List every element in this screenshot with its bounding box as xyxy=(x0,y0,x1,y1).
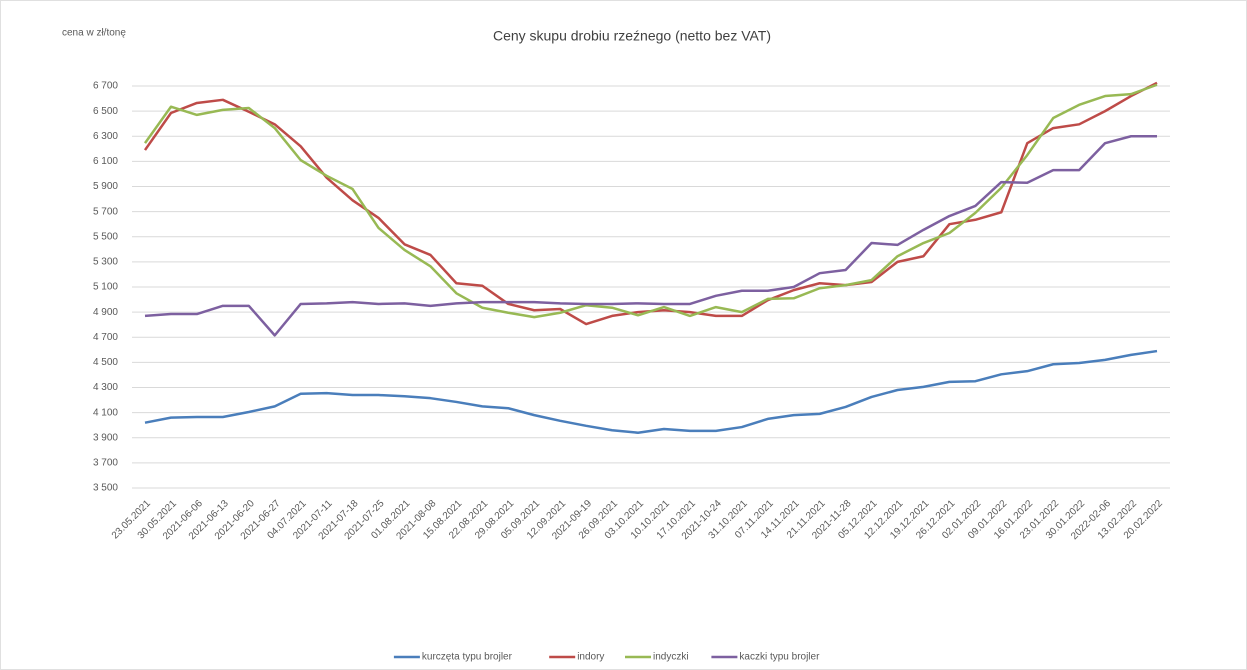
y-tick-label: 4 500 xyxy=(93,357,118,368)
y-tick-label: 6 300 xyxy=(93,131,118,142)
series-line xyxy=(144,135,1157,337)
y-tick-label: 4 700 xyxy=(93,332,118,343)
series-line xyxy=(144,349,1158,434)
y-tick-label: 6 700 xyxy=(93,81,118,92)
y-tick-label: 5 300 xyxy=(93,257,118,268)
series-line xyxy=(143,83,1158,319)
chart-title: Ceny skupu drobiu rzeźnego (netto bez VA… xyxy=(493,28,771,44)
y-tick-label: 6 500 xyxy=(93,106,118,117)
legend-label: kurczęta typu brojler xyxy=(422,652,513,663)
y-tick-label: 6 100 xyxy=(93,156,118,167)
y-tick-label: 5 700 xyxy=(93,206,118,217)
y-tick-label: 3 500 xyxy=(93,483,118,494)
y-tick-label: 3 700 xyxy=(93,458,118,469)
y-tick-label: 4 300 xyxy=(93,382,118,393)
y-tick-label: 4 900 xyxy=(93,307,118,318)
legend-label: kaczki typu brojler xyxy=(739,652,820,663)
legend-label: indyczki xyxy=(653,652,689,663)
y-tick-label: 5 900 xyxy=(93,181,118,192)
y-tick-label: 3 900 xyxy=(93,432,118,443)
y-tick-label: 5 500 xyxy=(93,231,118,242)
y-tick-label: 4 100 xyxy=(93,407,118,418)
y-axis-label: cena w zł/tonę xyxy=(62,28,126,39)
y-tick-label: 5 100 xyxy=(93,282,118,293)
legend-label: indory xyxy=(577,652,604,663)
